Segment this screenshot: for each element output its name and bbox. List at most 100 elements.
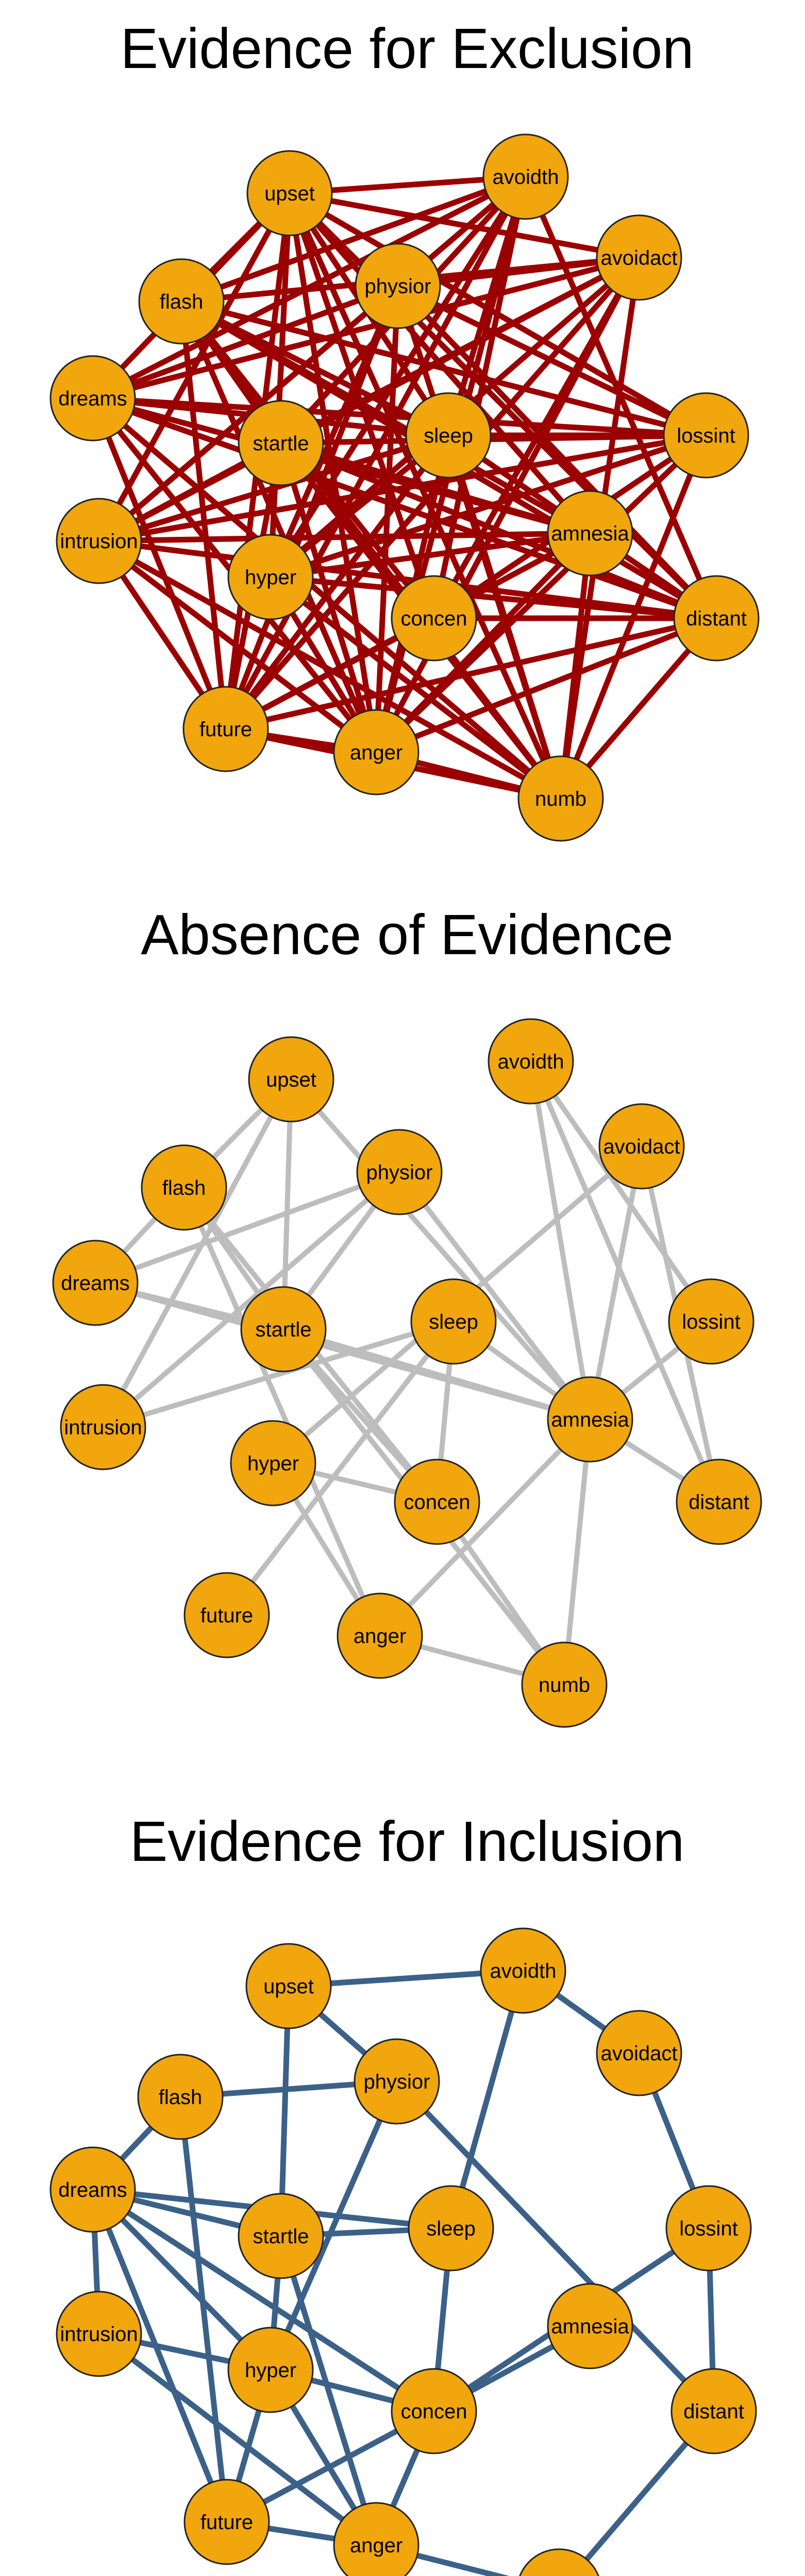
edge-flash-future — [178, 298, 229, 732]
node-avoidact: avoidact — [596, 2010, 682, 2096]
node-circle-concen — [391, 575, 477, 662]
node-hyper: hyper — [227, 2327, 314, 2413]
node-label-anger: anger — [354, 1625, 406, 1648]
node-numb: numb — [517, 755, 604, 842]
node-label-flash: flash — [159, 2086, 203, 2109]
panel-exclusion: Evidence for Exclusion upset avoidth avoid… — [49, 17, 760, 842]
node-circle-avoidth — [488, 1018, 574, 1105]
edge-flash-future — [177, 2094, 230, 2525]
node-circle-future — [183, 1572, 270, 1658]
node-hyper: hyper — [230, 1420, 316, 1506]
edge-hyper-lossint — [267, 432, 709, 580]
node-intrusion: intrusion — [60, 1384, 146, 1470]
node-label-sleep: sleep — [426, 2217, 476, 2240]
node-circle-physior — [355, 243, 441, 329]
node-circle-startle — [240, 1286, 327, 1372]
node-label-physior: physior — [366, 1161, 433, 1184]
node-circle-flash — [137, 2054, 224, 2140]
node-avoidth: avoidth — [488, 1018, 574, 1105]
node-lossint: lossint — [665, 2185, 752, 2272]
node-circle-intrusion — [60, 1384, 146, 1470]
edge-intrusion-numb — [96, 538, 564, 802]
node-anger: anger — [333, 2502, 420, 2576]
node-circle-physior — [354, 2038, 440, 2125]
edge-amnesia-numb — [558, 530, 593, 802]
edge-physior-future — [223, 283, 401, 732]
node-startle: startle — [238, 400, 324, 486]
edge-avoidact-dreams — [90, 255, 642, 401]
node-circle-dreams — [52, 1240, 139, 1326]
node-label-numb: numb — [535, 788, 586, 810]
node-circle-amnesia — [547, 2283, 633, 2369]
node-label-upset: upset — [264, 182, 315, 205]
node-label-future: future — [200, 2511, 253, 2534]
node-circle-concen — [394, 1459, 480, 1545]
edge-physior-hyper — [267, 283, 401, 580]
node-circle-hyper — [227, 534, 314, 620]
node-circle-anger — [333, 2502, 420, 2576]
panel-title-absence: Absence of Evidence — [141, 903, 673, 967]
edge-hyper-amnesia — [267, 530, 593, 580]
edge-dreams-lossint — [90, 395, 709, 438]
node-label-amnesia: amnesia — [551, 1409, 629, 1431]
node-upset: upset — [245, 1943, 332, 2029]
node-label-avoidact: avoidact — [601, 247, 678, 269]
node-distant: distant — [676, 1459, 762, 1545]
edge-physior-distant — [394, 2078, 717, 2414]
edge-avoidth-distant — [528, 1059, 722, 1504]
node-hyper: hyper — [227, 534, 314, 620]
node-label-startle: startle — [256, 1318, 312, 1341]
edge-physior-lossint — [395, 283, 709, 438]
edge-distant-future — [223, 615, 719, 732]
edge-amnesia-anger — [377, 1417, 593, 1638]
node-circle-avoidth — [480, 1927, 566, 2014]
node-circle-avoidact — [596, 214, 682, 301]
node-intrusion: intrusion — [56, 498, 142, 584]
node-circle-startle — [238, 400, 324, 486]
node-avoidact: avoidact — [596, 214, 682, 301]
node-label-concen: concen — [401, 2400, 467, 2423]
node-label-distant: distant — [686, 607, 747, 630]
node-label-concen: concen — [401, 607, 467, 630]
node-circle-sleep — [408, 2185, 494, 2272]
node-anger: anger — [333, 709, 420, 795]
node-label-flash: flash — [160, 291, 204, 313]
node-circle-flash — [138, 258, 225, 345]
edge-flash-lossint — [178, 298, 709, 438]
edge-dreams-future — [90, 395, 229, 732]
node-physior: physior — [356, 1129, 443, 1215]
edge-intrusion-anger — [96, 2331, 379, 2548]
node-label-lossint: lossint — [677, 425, 735, 447]
edge-dreams-future — [90, 2187, 230, 2525]
node-circle-intrusion — [56, 2291, 142, 2377]
node-label-avoidth: avoidth — [490, 1960, 557, 1982]
edge-avoidth-sleep — [448, 1968, 526, 2231]
edge-startle-amnesia — [281, 1327, 593, 1422]
node-label-physior: physior — [364, 2071, 430, 2093]
node-label-sleep: sleep — [424, 425, 473, 447]
node-group-inclusion: upset avoidth avoidact flash physior dreams st… — [49, 1927, 757, 2576]
node-intrusion: intrusion — [56, 2291, 142, 2377]
edge-avoidth-sleep — [445, 174, 529, 438]
edge-lossint-anger — [373, 432, 709, 755]
node-flash: flash — [141, 1144, 227, 1231]
node-circle-numb — [519, 2548, 599, 2576]
node-group-exclusion: upset avoidth avoidact flash physior dreams st… — [49, 133, 760, 842]
node-circle-physior — [356, 1129, 443, 1215]
node-circle-sleep — [410, 1278, 497, 1365]
node-label-future: future — [200, 1604, 253, 1627]
node-label-dreams: dreams — [58, 387, 127, 410]
node-lossint: lossint — [668, 1278, 754, 1365]
node-label-concen: concen — [404, 1491, 471, 1514]
edge-avoidth-lossint — [528, 1059, 714, 1324]
edge-avoidth-amnesia — [528, 1059, 593, 1422]
node-circle-numb — [521, 1641, 608, 1728]
panel-absence: Absence of Evidence upset avoidth avoidact… — [52, 903, 762, 1728]
node-circle-future — [183, 2479, 270, 2565]
edge-upset-intrusion — [100, 1077, 294, 1430]
edge-avoidth-flash — [178, 174, 529, 304]
node-concen: concen — [394, 1459, 480, 1545]
node-label-lossint: lossint — [682, 1311, 740, 1333]
node-group-absence: upset avoidth avoidact flash physior dreams st… — [52, 1018, 762, 1728]
